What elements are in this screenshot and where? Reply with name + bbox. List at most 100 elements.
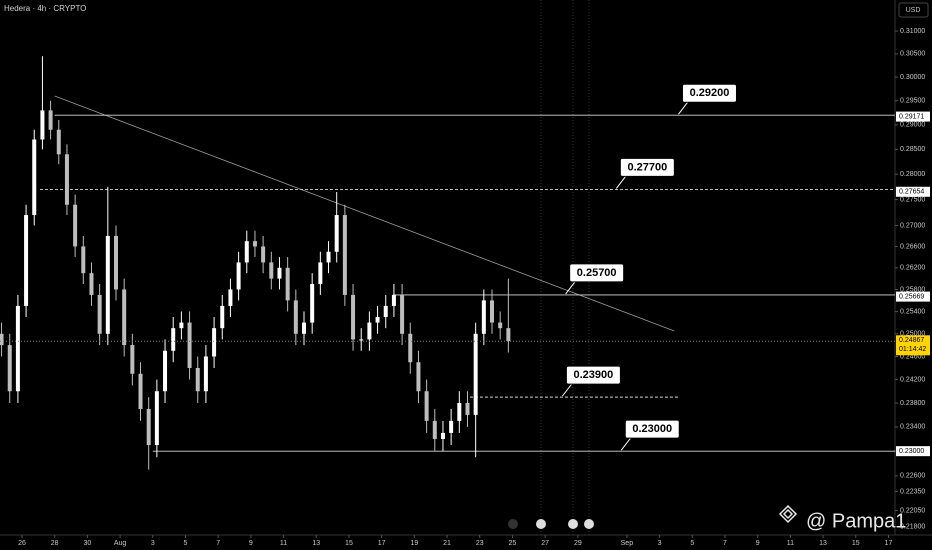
candle-body bbox=[269, 262, 274, 279]
candle-body bbox=[7, 345, 12, 392]
level-label-box bbox=[569, 263, 625, 283]
x-tick-label: 13 bbox=[312, 540, 320, 547]
candle-body bbox=[73, 204, 78, 247]
candle-body bbox=[506, 328, 511, 342]
event-icon[interactable] bbox=[536, 519, 546, 529]
candle-body bbox=[0, 333, 4, 346]
candle-body bbox=[285, 267, 290, 301]
x-tick-label: 27 bbox=[541, 540, 549, 547]
candle-body bbox=[334, 215, 339, 252]
level-pointer bbox=[620, 436, 632, 451]
candle-body bbox=[220, 305, 225, 329]
level-label: 0.27700 bbox=[627, 161, 667, 173]
x-tick-label: 21 bbox=[443, 540, 451, 547]
x-tick-label: 25 bbox=[509, 540, 517, 547]
candle-body bbox=[81, 246, 86, 274]
level-label: 0.25700 bbox=[577, 267, 617, 279]
candle-body bbox=[465, 403, 470, 415]
candle-body bbox=[179, 322, 184, 329]
y-tick-label: 0.27000 bbox=[900, 222, 925, 229]
y-tick-label: 0.22050 bbox=[900, 507, 925, 514]
candle-body bbox=[449, 420, 454, 433]
x-tick-label: 17 bbox=[378, 540, 386, 547]
axis-tag bbox=[896, 291, 930, 302]
x-tick-label: 5 bbox=[690, 540, 694, 547]
y-tick-label: 0.24600 bbox=[900, 353, 925, 360]
candle-body bbox=[203, 356, 208, 392]
y-tick-label: 0.26600 bbox=[900, 243, 925, 250]
candle-body bbox=[302, 322, 307, 334]
candle-body bbox=[457, 403, 462, 421]
watermark-logo bbox=[778, 504, 798, 524]
event-icon[interactable] bbox=[584, 519, 594, 529]
y-tick-label: 0.21800 bbox=[900, 523, 925, 530]
candle-body bbox=[89, 273, 94, 295]
level-pointer bbox=[561, 382, 573, 397]
y-tick-label: 0.24200 bbox=[900, 376, 925, 383]
candle-body bbox=[236, 262, 241, 290]
y-tick-label: 0.25400 bbox=[900, 308, 925, 315]
candle-body bbox=[383, 305, 388, 317]
countdown: 01:14:42 bbox=[899, 346, 926, 353]
candle-body bbox=[318, 262, 323, 285]
x-tick-label: 7 bbox=[216, 540, 220, 547]
level-label: 0.23900 bbox=[574, 369, 614, 381]
candle-body bbox=[440, 432, 445, 439]
axis-tag bbox=[896, 111, 930, 122]
level-pointer bbox=[678, 100, 689, 115]
candle-body bbox=[24, 215, 29, 306]
x-tick-label: 5 bbox=[184, 540, 188, 547]
candle-body bbox=[416, 362, 421, 392]
x-tick-label: 30 bbox=[83, 540, 91, 547]
candle-body bbox=[171, 328, 176, 351]
candle-body bbox=[326, 251, 331, 263]
x-tick-label: 11 bbox=[280, 540, 287, 547]
candle-body bbox=[228, 289, 233, 306]
candle-body bbox=[32, 139, 37, 216]
x-tick-label: Sep bbox=[621, 540, 634, 547]
y-tick-label: 0.28000 bbox=[900, 171, 925, 178]
y-tick-label: 0.29000 bbox=[900, 122, 925, 129]
axis-tag-label: 0.25669 bbox=[899, 293, 924, 300]
x-tick-label: 3 bbox=[151, 540, 155, 547]
candle-body bbox=[163, 350, 168, 392]
level-pointer bbox=[615, 175, 627, 189]
last-price-tag bbox=[896, 335, 930, 356]
y-tick-label: 0.26200 bbox=[900, 265, 925, 272]
candle-body bbox=[122, 289, 127, 346]
level-label: 0.23000 bbox=[632, 423, 672, 435]
x-tick-label: 28 bbox=[51, 540, 59, 547]
event-icon[interactable] bbox=[568, 519, 578, 529]
candle-body bbox=[400, 294, 405, 334]
x-tick-label: 7 bbox=[723, 540, 727, 547]
currency-box[interactable] bbox=[898, 2, 929, 18]
x-tick-label: 9 bbox=[249, 540, 253, 547]
y-tick-label: 0.30000 bbox=[900, 74, 925, 81]
y-tick-label: 0.25800 bbox=[900, 286, 925, 293]
level-label: 0.29200 bbox=[690, 87, 730, 99]
x-tick-label: 17 bbox=[885, 540, 893, 547]
x-tick-label: 13 bbox=[819, 540, 827, 547]
last-price-label: 0.24867 bbox=[899, 337, 924, 344]
event-icon[interactable] bbox=[508, 519, 518, 529]
candle-body bbox=[277, 267, 282, 279]
candle-body bbox=[244, 241, 249, 263]
candle-body bbox=[48, 110, 53, 130]
candle-body bbox=[490, 300, 495, 323]
level-label-box bbox=[565, 365, 621, 385]
x-tick-label: 23 bbox=[476, 540, 484, 547]
candle-body bbox=[310, 284, 315, 323]
level-pointer bbox=[565, 280, 577, 295]
y-tick-label: 0.31000 bbox=[900, 28, 925, 35]
level-label-box bbox=[624, 419, 680, 439]
candle-body bbox=[64, 154, 69, 205]
axis-tag bbox=[896, 186, 930, 197]
y-tick-label: 0.27500 bbox=[900, 196, 925, 203]
x-tick-label: 3 bbox=[658, 540, 662, 547]
y-tick-label: 0.22600 bbox=[900, 473, 925, 480]
trendline bbox=[54, 95, 675, 332]
axis-tag-label: 0.23000 bbox=[899, 448, 924, 455]
plot: 0.31000 0.30500 0.30000 0.29500 0.29000 0.285… bbox=[0, 28, 930, 547]
